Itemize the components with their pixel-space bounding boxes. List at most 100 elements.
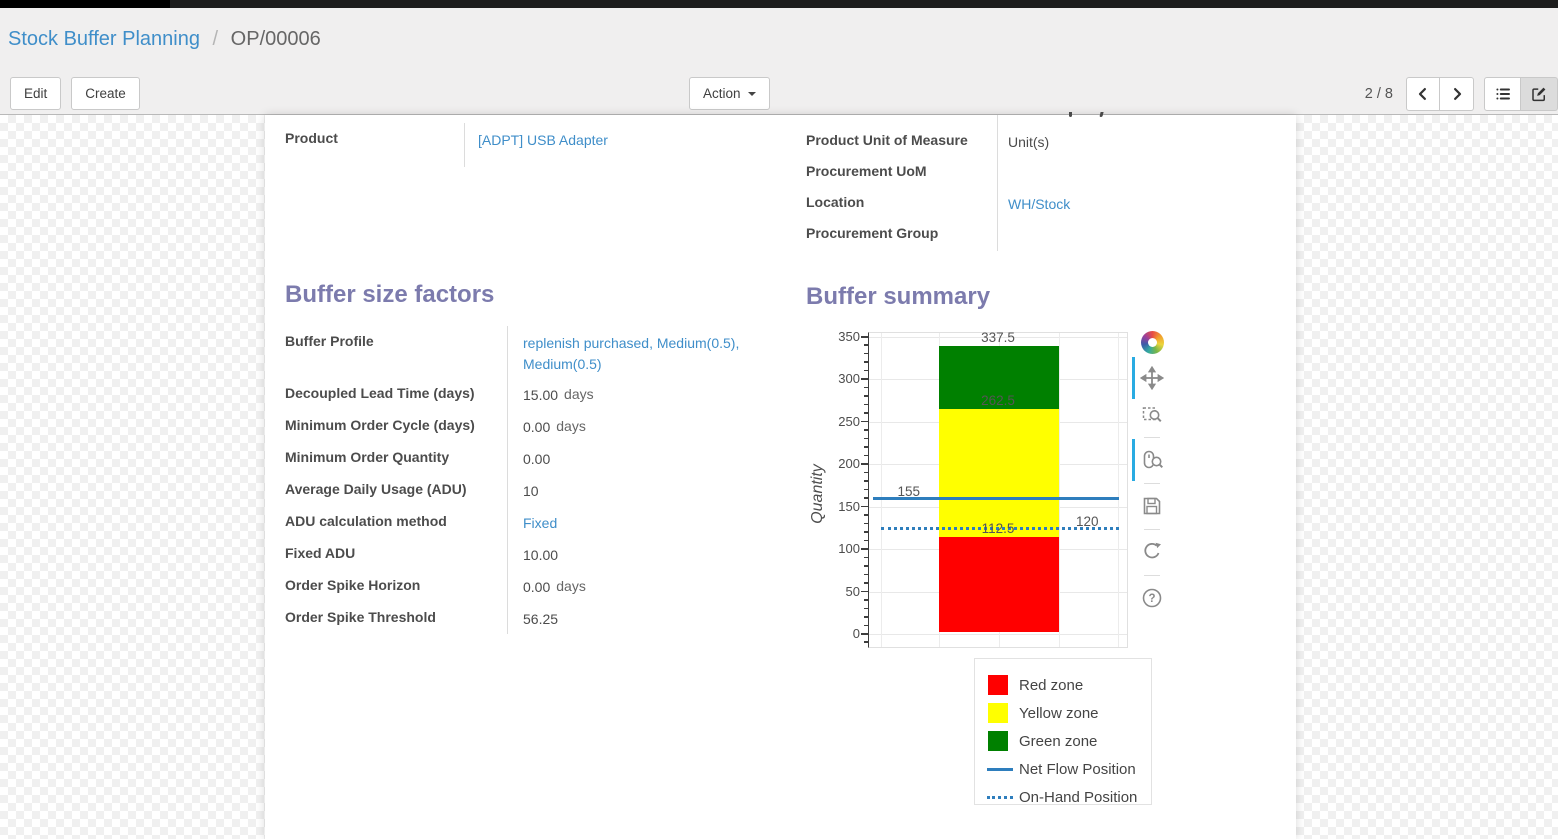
y-major-tick bbox=[861, 336, 868, 338]
unit-suffix: days bbox=[556, 418, 586, 434]
legend-item-red-zone: Red zone bbox=[988, 671, 1151, 699]
legend-label: On-Hand Position bbox=[1019, 788, 1138, 805]
y-minor-tick bbox=[864, 582, 868, 584]
field-label: Product Unit of Measure bbox=[806, 132, 968, 148]
field-label: Minimum Order Cycle (days) bbox=[285, 417, 475, 433]
chevron-right-icon bbox=[1453, 88, 1461, 100]
y-minor-tick bbox=[864, 369, 868, 372]
help-tool-button[interactable]: ? bbox=[1139, 585, 1165, 611]
legend-item-on-hand-position: On-Hand Position bbox=[987, 783, 1151, 805]
y-tick-label: 200 bbox=[838, 456, 860, 472]
chart-value-label: 120 bbox=[1076, 514, 1099, 530]
y-minor-tick bbox=[864, 641, 868, 643]
pager-next-button[interactable] bbox=[1440, 77, 1474, 111]
y-minor-tick bbox=[864, 599, 868, 601]
buffer-summary-heading: Buffer summary bbox=[806, 283, 991, 310]
field-value: Unit(s) bbox=[997, 127, 1276, 158]
field-row-fixed-adu: Fixed ADU 10.00 bbox=[285, 538, 785, 570]
y-minor-tick bbox=[864, 556, 868, 559]
field-row-procurement-uom: Procurement UoM bbox=[806, 158, 1276, 189]
box-zoom-tool-button[interactable] bbox=[1139, 401, 1165, 427]
y-tick-label: 50 bbox=[845, 583, 860, 599]
y-major-tick bbox=[861, 633, 868, 635]
save-tool-button[interactable] bbox=[1139, 493, 1165, 519]
legend-item-green-zone: Green zone bbox=[988, 727, 1151, 755]
bokeh-logo[interactable] bbox=[1139, 329, 1165, 355]
gridline-vertical bbox=[1118, 333, 1119, 647]
breadcrumb-separator: / bbox=[212, 28, 219, 50]
y-minor-tick bbox=[864, 522, 868, 525]
buffer-factors-field-group: Buffer Profile replenish purchased, Mediu… bbox=[285, 326, 785, 634]
form-view-button[interactable] bbox=[1521, 77, 1558, 111]
svg-text:?: ? bbox=[1148, 593, 1155, 605]
product-link[interactable]: [ADPT] USB Adapter bbox=[478, 132, 608, 148]
box-zoom-icon bbox=[1142, 407, 1162, 423]
field-value: 15.00 days bbox=[507, 378, 769, 410]
y-major-tick bbox=[861, 420, 868, 423]
field-row-adu-calculation-method: ADU calculation method Fixed bbox=[285, 506, 785, 538]
field-label: Buffer Profile bbox=[285, 333, 374, 349]
field-row-procurement-group: Procurement Group bbox=[806, 220, 1276, 251]
field-value: 0.00 days bbox=[507, 410, 769, 442]
save-icon bbox=[1143, 497, 1161, 515]
y-minor-tick bbox=[864, 497, 868, 499]
legend-label: Green zone bbox=[1019, 732, 1098, 750]
breadcrumb-parent-link[interactable]: Stock Buffer Planning bbox=[8, 28, 200, 50]
chevron-down-icon bbox=[747, 91, 756, 96]
pager-previous-button[interactable] bbox=[1406, 77, 1440, 111]
uom-location-field-group: Product Unit of Measure Unit(s) Procuremen… bbox=[806, 127, 1276, 251]
breadcrumb: Stock Buffer Planning / OP/00006 bbox=[8, 28, 321, 51]
pan-tool-button[interactable] bbox=[1132, 357, 1165, 399]
help-icon: ? bbox=[1142, 588, 1162, 608]
action-button[interactable]: Action bbox=[689, 77, 770, 110]
on-hand-position-swatch bbox=[987, 795, 1013, 799]
net-flow-position-swatch bbox=[987, 767, 1013, 771]
y-minor-tick bbox=[864, 454, 868, 457]
reset-tool-button[interactable] bbox=[1139, 539, 1165, 565]
wh-stock-link[interactable]: WH/Stock bbox=[1008, 196, 1071, 212]
y-tick-label: 250 bbox=[838, 413, 860, 429]
legend-item-net-flow-position: Net Flow Position bbox=[987, 755, 1151, 783]
y-minor-tick bbox=[864, 471, 868, 474]
buffer-size-factors-heading: Buffer size factors bbox=[285, 281, 495, 308]
buffer-profile-value-link[interactable]: replenish purchased, Medium(0.5), Medium… bbox=[523, 335, 740, 372]
field-value: Fixed bbox=[507, 506, 769, 538]
create-button[interactable]: Create bbox=[71, 77, 140, 110]
y-minor-tick bbox=[864, 395, 868, 397]
field-row-product: Product [ADPT] USB Adapter bbox=[285, 123, 775, 167]
y-tick-label: 0 bbox=[852, 626, 860, 641]
form-sheet: Product [ADPT] USB Adapter Product Unit … bbox=[265, 112, 1296, 839]
y-minor-tick bbox=[864, 386, 868, 389]
wheel-zoom-tool-button[interactable] bbox=[1132, 439, 1165, 481]
field-row-product-unit-of-measure: Product Unit of Measure Unit(s) bbox=[806, 127, 1276, 158]
field-value: WH/Stock bbox=[997, 189, 1276, 220]
top-menu-bar bbox=[0, 0, 1558, 8]
y-minor-tick bbox=[864, 344, 868, 346]
clipped-row-remnant bbox=[1069, 112, 1109, 118]
y-minor-tick bbox=[864, 565, 868, 567]
group-separator-extension bbox=[997, 115, 998, 128]
reset-icon bbox=[1144, 542, 1161, 559]
adu-calculation-method-value-link[interactable]: Fixed bbox=[523, 515, 558, 531]
field-value: 10 bbox=[507, 474, 769, 506]
y-minor-tick bbox=[864, 361, 868, 363]
unit-suffix: days bbox=[564, 386, 594, 402]
green-zone-bar bbox=[939, 345, 1059, 410]
field-label: Decoupled Lead Time (days) bbox=[285, 385, 475, 401]
control-panel: Stock Buffer Planning / OP/00006 Edit Cr… bbox=[0, 8, 1558, 115]
red-zone-swatch bbox=[988, 675, 1008, 695]
field-row-decoupled-lead-time-days: Decoupled Lead Time (days) 15.00 days bbox=[285, 378, 785, 410]
y-minor-tick bbox=[864, 607, 868, 610]
gridline-vertical bbox=[1059, 333, 1060, 647]
active-tool-indicator bbox=[1132, 439, 1135, 481]
chart-value-label: 112.5 bbox=[981, 520, 1015, 536]
field-row-minimum-order-cycle-days: Minimum Order Cycle (days) 0.00 days bbox=[285, 410, 785, 442]
chevron-left-icon bbox=[1418, 88, 1426, 100]
y-major-tick bbox=[861, 548, 868, 550]
chart-plot-area[interactable]: 337.5 262.5 155 112.5 120 bbox=[868, 330, 1128, 648]
edit-button[interactable]: Edit bbox=[10, 77, 62, 110]
field-value: 56.25 bbox=[507, 602, 769, 634]
pan-icon bbox=[1140, 366, 1164, 390]
list-view-button[interactable] bbox=[1484, 77, 1521, 111]
